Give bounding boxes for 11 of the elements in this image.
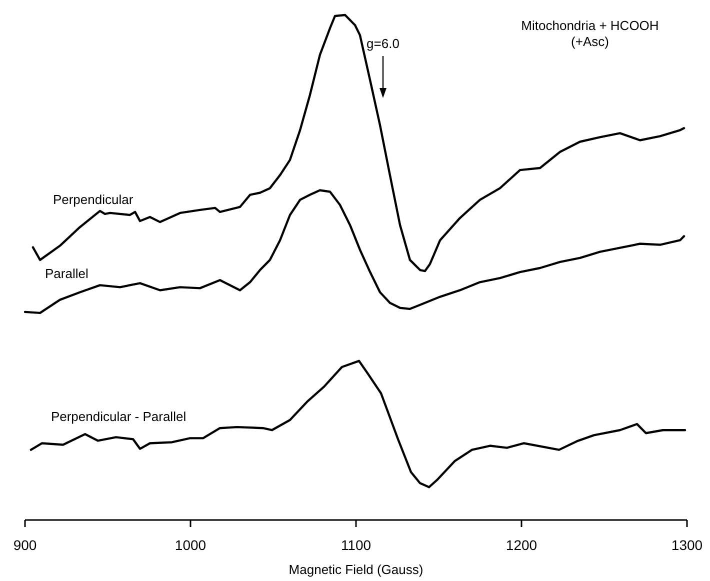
x-tick-label: 1300 bbox=[671, 537, 703, 553]
x-tick-label: 1200 bbox=[506, 537, 538, 553]
annotation: g=6.0 bbox=[366, 36, 400, 51]
x-tick-label: 1000 bbox=[174, 537, 206, 553]
series-label: Perpendicular - Parallel bbox=[50, 409, 186, 424]
series-label: Parallel bbox=[45, 266, 88, 282]
text: Mitochondria + HCOOH (+Asc) bbox=[521, 18, 659, 49]
x-tick-label: 900 bbox=[13, 537, 37, 553]
x-tick-label: 1100 bbox=[340, 537, 372, 553]
x-axis-title: Magnetic Field (Gauss) bbox=[288, 562, 424, 577]
series-label: Perpendicular bbox=[52, 192, 134, 207]
